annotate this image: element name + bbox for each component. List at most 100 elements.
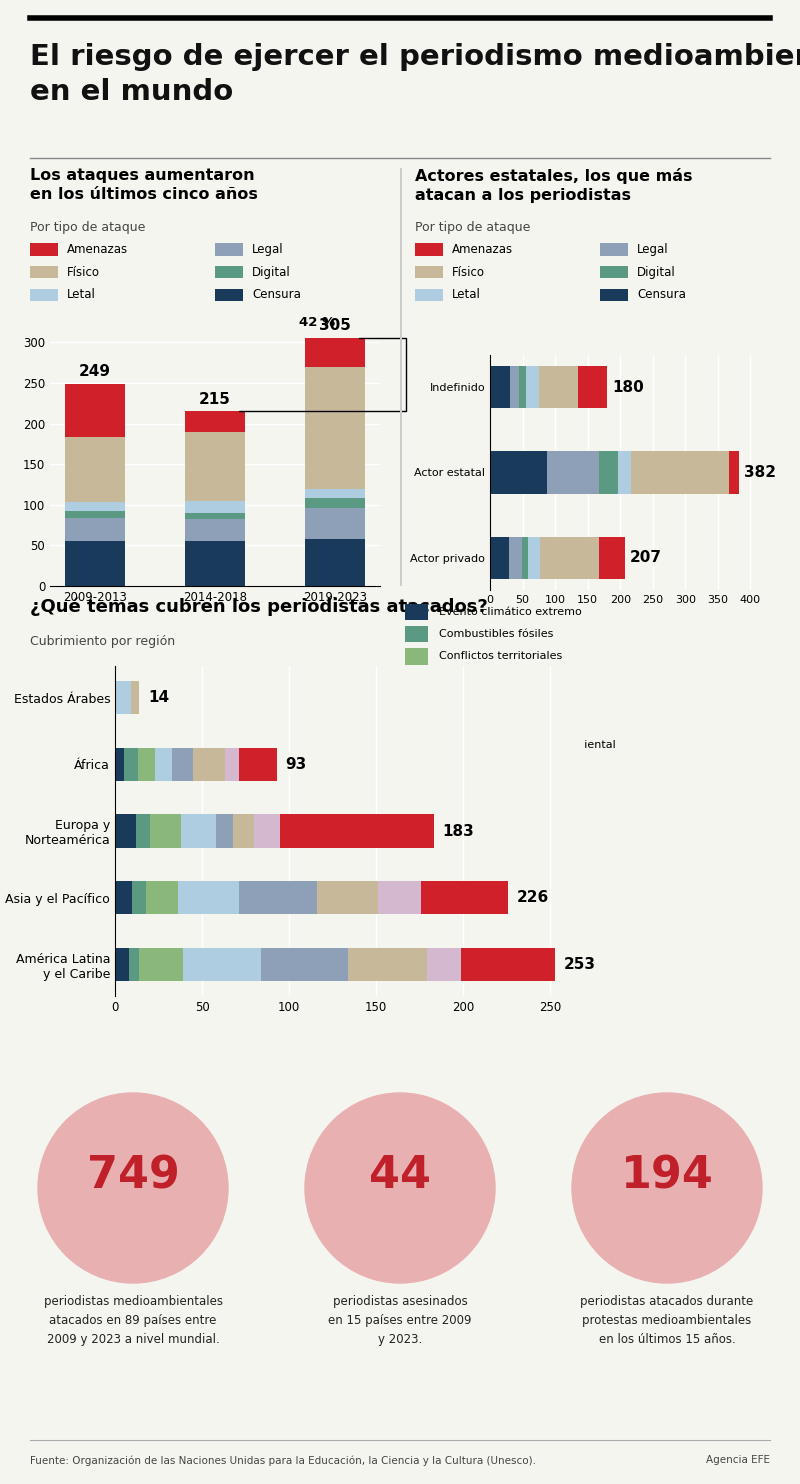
Bar (522, 537, 529, 579)
Text: Otro: Otro (439, 718, 463, 727)
Bar (415, 266, 442, 279)
Bar (405, 649, 428, 665)
Bar (510, 365, 519, 408)
Bar (194, 748, 225, 781)
Text: Físico: Físico (67, 266, 100, 279)
Bar (215, 243, 242, 255)
Text: 249: 249 (79, 364, 111, 378)
Bar (348, 948, 426, 981)
Bar (130, 681, 139, 714)
Bar (305, 499, 365, 508)
Bar (115, 681, 130, 714)
Circle shape (38, 1094, 228, 1284)
Text: 194: 194 (621, 1155, 714, 1198)
Bar (490, 451, 546, 494)
Bar (462, 948, 555, 981)
Bar (65, 518, 125, 540)
Bar (540, 537, 598, 579)
Bar (598, 451, 618, 494)
Text: Agencia EFE: Agencia EFE (706, 1456, 770, 1465)
Bar (405, 671, 428, 687)
Bar (65, 540, 125, 586)
Bar (124, 748, 138, 781)
Bar (65, 512, 125, 518)
Text: 253: 253 (564, 957, 596, 972)
Bar (185, 411, 245, 432)
Bar (262, 948, 348, 981)
Bar (529, 537, 540, 579)
Circle shape (572, 1094, 762, 1284)
Bar (415, 243, 442, 255)
Bar (115, 881, 133, 914)
Bar (600, 243, 628, 255)
Bar (129, 948, 139, 981)
Bar (181, 815, 216, 847)
Text: 305: 305 (319, 319, 351, 334)
Bar (138, 748, 155, 781)
Bar (305, 508, 365, 539)
Text: Protesta: Protesta (439, 763, 485, 772)
Text: Digital: Digital (637, 266, 676, 279)
Bar (405, 604, 428, 620)
Text: Letal: Letal (67, 288, 96, 301)
Text: 93: 93 (286, 757, 307, 772)
Bar (631, 451, 729, 494)
Bar (254, 815, 280, 847)
Bar (600, 289, 628, 301)
Bar (526, 365, 539, 408)
Bar (305, 539, 365, 586)
Text: Cubrimiento por región: Cubrimiento por región (30, 635, 175, 649)
Text: Amenazas: Amenazas (67, 243, 128, 257)
Bar (155, 748, 173, 781)
Bar (215, 289, 242, 301)
Bar (215, 266, 242, 279)
Bar (305, 488, 365, 499)
Bar (426, 948, 462, 981)
Text: periodistas atacados durante
protestas medioambientales
en los últimos 15 años.: periodistas atacados durante protestas m… (580, 1296, 754, 1346)
Bar (422, 881, 509, 914)
Bar (115, 948, 129, 981)
Bar (405, 693, 428, 709)
Text: Actores estatales, los que más
atacan a los periodistas: Actores estatales, los que más atacan a … (415, 168, 693, 203)
Text: Letal: Letal (452, 288, 481, 301)
Text: 207: 207 (630, 551, 662, 565)
Bar (600, 266, 628, 279)
Bar (133, 881, 146, 914)
Text: Legal: Legal (637, 243, 669, 257)
Bar (65, 384, 125, 436)
Bar (238, 881, 317, 914)
Text: Físico: Físico (452, 266, 485, 279)
Bar (578, 365, 607, 408)
Text: ¿Qué temas cubren los periodistas atacados?: ¿Qué temas cubren los periodistas atacad… (30, 598, 488, 616)
Bar (139, 948, 183, 981)
Bar (539, 365, 578, 408)
Text: Digital: Digital (252, 266, 290, 279)
Text: Amenazas: Amenazas (452, 243, 513, 257)
Bar (185, 513, 245, 518)
Circle shape (305, 1094, 495, 1284)
Bar (546, 451, 598, 494)
Bar (185, 500, 245, 513)
Bar (519, 365, 526, 408)
Text: Por tipo de ataque: Por tipo de ataque (415, 221, 530, 233)
Text: 183: 183 (442, 824, 474, 838)
Bar (234, 815, 254, 847)
Text: Censura: Censura (252, 288, 301, 301)
Text: Los ataques aumentaron
en los últimos cinco años: Los ataques aumentaron en los últimos ci… (30, 168, 258, 202)
Bar (30, 289, 58, 301)
Bar (729, 451, 738, 494)
Bar (136, 815, 150, 847)
Bar (185, 518, 245, 542)
Bar (216, 815, 234, 847)
Text: Minería: Minería (439, 696, 481, 706)
Bar (378, 881, 422, 914)
Bar (115, 748, 124, 781)
Text: periodistas medioambientales
atacados en 89 países entre
2009 y 2023 a nivel mun: periodistas medioambientales atacados en… (43, 1296, 222, 1346)
Text: Fuente: Organización de las Naciones Unidas para la Educación, la Ciencia y la C: Fuente: Organización de las Naciones Uni… (30, 1456, 536, 1466)
Text: Contaminación/Daño ambiental: Contaminación/Daño ambiental (439, 741, 616, 749)
Text: Combustibles fósiles: Combustibles fósiles (439, 629, 554, 640)
Bar (490, 537, 509, 579)
Text: Evento climático extremo: Evento climático extremo (439, 607, 582, 617)
Text: 44: 44 (369, 1155, 431, 1198)
Bar (173, 748, 194, 781)
